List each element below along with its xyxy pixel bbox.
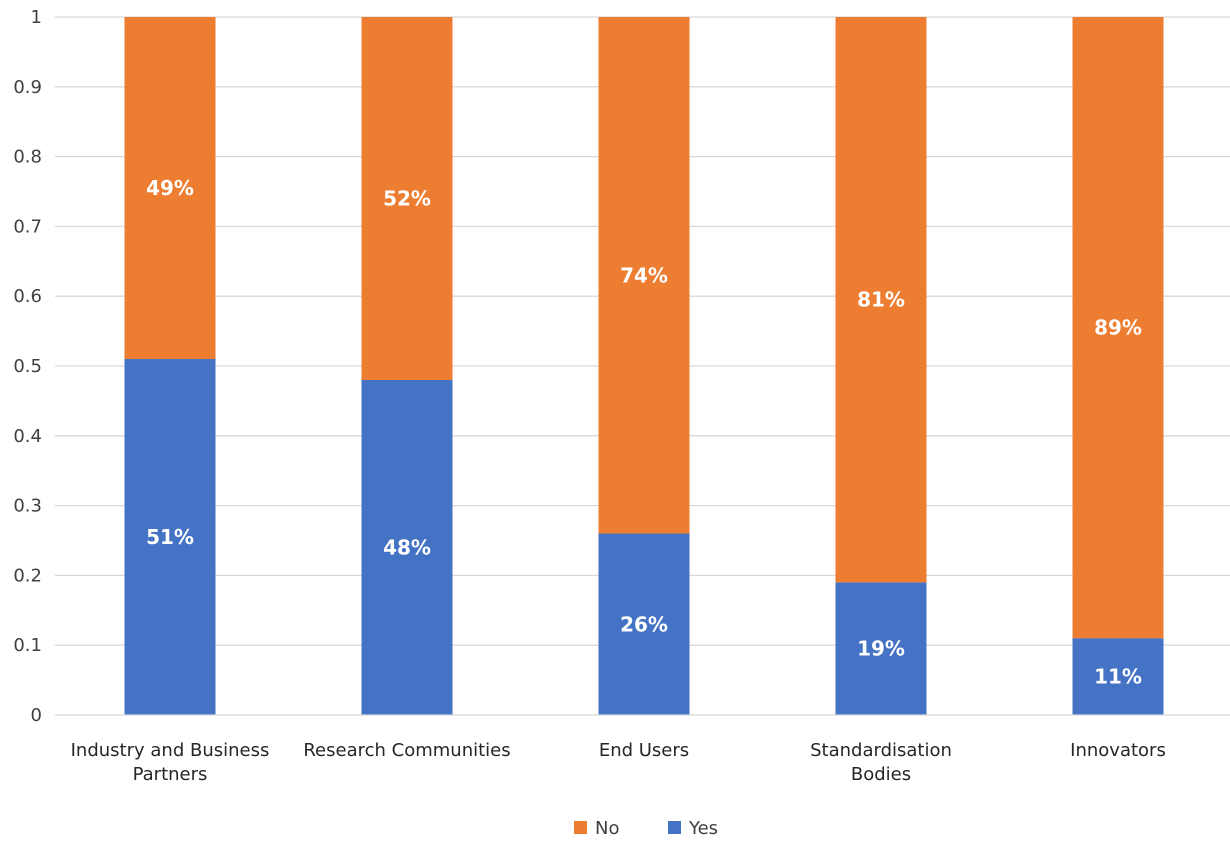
y-tick-label: 0.3 <box>13 496 42 517</box>
x-category-label: Research Communities <box>303 740 510 761</box>
bar-yes <box>361 379 453 715</box>
x-category-label-line: Bodies <box>851 764 911 785</box>
legend-label-yes: Yes <box>688 818 718 839</box>
y-tick-label: 0 <box>31 705 42 726</box>
bar-yes <box>598 533 690 715</box>
x-category-label-line: Partners <box>133 764 208 785</box>
y-tick-label: 0.5 <box>13 356 42 377</box>
data-label-yes: 48% <box>383 535 431 559</box>
legend-label-no: No <box>595 818 619 839</box>
y-tick-label: 0.8 <box>13 147 42 168</box>
x-category-label-line: Standardisation <box>810 740 952 761</box>
bar-yes <box>835 582 927 715</box>
data-label-yes: 11% <box>1094 665 1142 689</box>
legend-swatch-yes <box>668 821 681 834</box>
bars <box>124 17 1164 715</box>
bar-no <box>124 17 216 360</box>
x-category-label-line: Innovators <box>1070 740 1166 761</box>
data-label-yes: 19% <box>857 637 905 661</box>
data-label-no: 81% <box>857 288 905 312</box>
x-category-label-line: End Users <box>599 740 689 761</box>
y-tick-label: 0.1 <box>13 635 42 656</box>
bar-no <box>598 17 690 534</box>
bar-yes <box>124 359 216 715</box>
x-category-label: End Users <box>599 740 689 761</box>
x-category-label: Standardisation Bodies <box>810 740 952 785</box>
bar-no <box>835 17 927 583</box>
data-label-no: 49% <box>146 176 194 200</box>
x-category-label-line: Research Communities <box>303 740 510 761</box>
x-category-label: Industry and Business Partners <box>71 740 270 785</box>
legend: No Yes <box>574 818 718 839</box>
legend-swatch-no <box>574 821 587 834</box>
x-axis: Industry and Business Partners Research Co… <box>55 714 1230 785</box>
data-label-no: 89% <box>1094 316 1142 340</box>
x-category-label-line: Industry and Business <box>71 740 270 761</box>
y-axis: 0 0.1 0.2 0.3 0.4 0.5 0.6 0.7 0.8 0.9 1 <box>13 7 42 726</box>
y-tick-label: 0.9 <box>13 77 42 98</box>
data-label-yes: 51% <box>146 525 194 549</box>
bar-no <box>361 17 453 380</box>
data-label-yes: 26% <box>620 612 668 636</box>
data-label-no: 52% <box>383 186 431 210</box>
data-labels: 51% 49% 48% 52% 26% 74% 19% 81% 11% 89% <box>146 176 1142 689</box>
x-category-label: Innovators <box>1070 740 1166 761</box>
data-label-no: 74% <box>620 263 668 287</box>
y-tick-label: 0.2 <box>13 565 42 586</box>
y-tick-label: 1 <box>31 7 42 28</box>
bar-no <box>1072 17 1164 639</box>
y-tick-label: 0.6 <box>13 286 42 307</box>
bar-yes <box>1072 638 1164 715</box>
y-tick-label: 0.7 <box>13 216 42 237</box>
y-tick-label: 0.4 <box>13 426 42 447</box>
